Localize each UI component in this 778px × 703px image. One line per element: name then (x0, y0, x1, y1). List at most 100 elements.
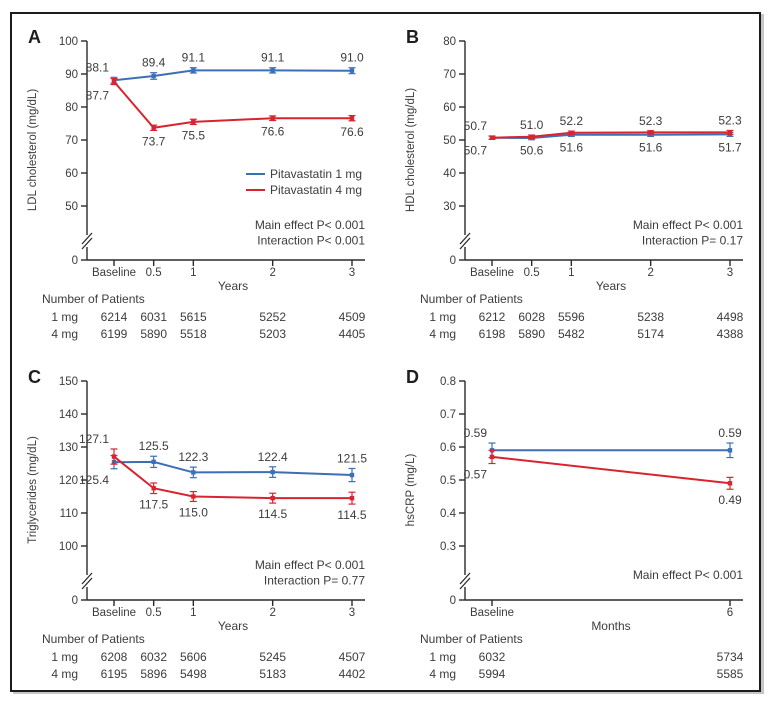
series-line (113, 80, 352, 129)
data-point-marker (270, 495, 275, 501)
data-point-marker (569, 130, 574, 135)
point-label: 114.5 (258, 507, 287, 521)
panel-b-chart: 80 70 60 50 40 30 0 Baseline 0.5 1 2 3 Years HDL chol… (405, 36, 744, 341)
axis-break-slash (459, 572, 471, 585)
stats-text: Main effect P< 0.001 (633, 568, 744, 582)
data-point-marker (529, 134, 534, 139)
y-tick-label: 40 (443, 168, 456, 180)
point-label: 50.7 (464, 119, 488, 133)
patients-value: 5585 (717, 667, 744, 681)
data-point-marker (111, 454, 117, 459)
data-point-marker (727, 481, 733, 486)
y-tick-label: 0.3 (440, 541, 456, 553)
point-label: 52.3 (718, 113, 742, 127)
point-label: 52.2 (560, 114, 584, 128)
patients-header: Number of Patients (42, 632, 145, 646)
point-label: 122.3 (178, 450, 208, 464)
axis-break-slash (81, 572, 93, 585)
y-origin-label: 0 (72, 595, 78, 607)
x-tick-label: Baseline (470, 267, 514, 279)
patients-row-label: 1 mg (429, 310, 456, 324)
patients-row-label: 1 mg (51, 650, 78, 664)
point-label: 127.1 (79, 432, 109, 446)
x-tick-label: 2 (647, 267, 653, 279)
axis-break-slash (81, 237, 93, 250)
patients-value: 4402 (339, 667, 366, 681)
stats-text: Interaction P= 0.77 (264, 574, 365, 588)
data-point-marker (349, 68, 355, 73)
y-tick-label: 50 (65, 201, 78, 213)
series-line (113, 69, 353, 82)
point-label: 52.3 (639, 114, 663, 128)
y-tick-label: 0.7 (440, 409, 456, 421)
patients-value: 5252 (259, 310, 286, 324)
panel-a-chart: 100 90 80 70 60 50 0 Baseline 0.5 1 2 3 Years LDL cho… (27, 36, 366, 341)
y-tick-label: 30 (443, 201, 456, 213)
patients-value: 6212 (479, 310, 506, 324)
data-point-marker (191, 68, 196, 73)
legend-label: Pitavastatin 1 mg (270, 167, 362, 181)
y-axis-title: LDL cholesterol (mg/dL) (27, 89, 39, 211)
patients-value: 4388 (717, 327, 744, 341)
patients-row-label: 4 mg (51, 667, 78, 681)
point-label: 117.5 (139, 498, 168, 512)
point-label: 121.5 (337, 451, 367, 465)
patients-value: 5606 (180, 650, 207, 664)
x-tick-label: 2 (269, 607, 275, 619)
x-tick-label: 1 (568, 267, 574, 279)
series-line (113, 460, 353, 477)
x-axis-title: Months (591, 619, 630, 633)
stats-text: Main effect P< 0.001 (633, 218, 744, 232)
point-label: 76.6 (340, 125, 364, 139)
patients-value: 6199 (101, 327, 128, 341)
patients-value: 5994 (479, 667, 506, 681)
point-label: 50.6 (520, 144, 544, 158)
point-label: 91.1 (261, 51, 285, 65)
y-tick-label: 140 (59, 409, 78, 421)
point-label: 50.7 (464, 143, 488, 157)
patients-value: 6198 (479, 327, 506, 341)
data-point-marker (349, 495, 355, 501)
x-tick-label: 3 (727, 267, 733, 279)
y-tick-label: 100 (59, 36, 78, 48)
patients-row-label: 4 mg (429, 327, 456, 341)
patients-value: 5203 (259, 327, 286, 341)
data-point-marker (648, 130, 653, 135)
patients-value: 4405 (339, 327, 366, 341)
data-point-marker (349, 116, 355, 121)
axis-break-slash (459, 577, 471, 590)
point-label: 51.6 (639, 140, 663, 154)
data-point-marker (151, 73, 156, 79)
point-label: 125.5 (139, 439, 169, 453)
patients-row-label: 4 mg (51, 327, 78, 341)
x-tick-label: 3 (349, 607, 355, 619)
y-tick-label: 60 (443, 102, 456, 114)
point-label: 76.6 (261, 125, 285, 139)
panel-b: 80 70 60 50 40 30 0 Baseline 0.5 1 2 3 Years HDL chol… (390, 8, 758, 346)
y-tick-label: 70 (65, 135, 78, 147)
axis-break-slash (81, 232, 93, 245)
point-label: 91.0 (340, 51, 364, 65)
y-tick-label: 0.8 (440, 376, 456, 388)
y-tick-label: 110 (60, 508, 78, 520)
y-origin-label: 0 (72, 255, 78, 267)
patients-value: 5183 (259, 667, 286, 681)
patients-value: 5890 (140, 327, 167, 341)
point-label: 73.7 (142, 134, 166, 148)
point-label: 91.1 (182, 51, 206, 65)
data-point-marker (489, 135, 495, 140)
stats-text: Main effect P< 0.001 (255, 558, 366, 572)
legend-label: Pitavastatin 4 mg (270, 183, 362, 197)
y-tick-label: 70 (443, 69, 456, 81)
data-point-marker (151, 486, 156, 491)
patients-value: 6208 (101, 650, 128, 664)
patients-header: Number of Patients (420, 292, 523, 306)
data-point-marker (648, 132, 653, 137)
data-point-marker (727, 448, 733, 453)
figure-frame (10, 12, 761, 692)
patients-value: 6214 (101, 310, 128, 324)
patients-value: 5890 (518, 327, 545, 341)
y-tick-label: 0.4 (440, 508, 457, 520)
y-origin-label: 0 (450, 255, 456, 267)
y-origin-label: 0 (450, 595, 456, 607)
